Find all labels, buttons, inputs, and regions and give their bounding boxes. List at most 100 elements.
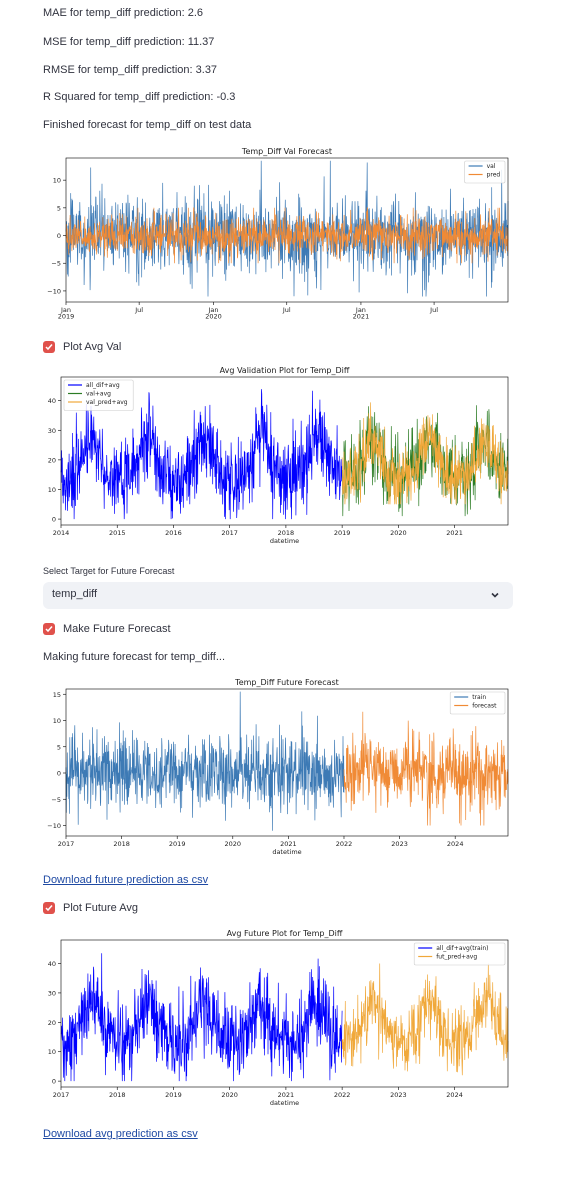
chart-title: Avg Validation Plot for Temp_Diff (220, 366, 350, 375)
plot-avg-val-checkbox[interactable]: Plot Avg Val (43, 340, 121, 354)
x-tick-label: Jan (355, 306, 366, 314)
y-tick-label: 30 (48, 427, 56, 435)
avg-validation-chart: Avg Validation Plot for Temp_Diff 0 10 20 30… (48, 366, 509, 545)
x-tick-label: Jan (207, 306, 218, 314)
y-tick-label: −10 (47, 287, 61, 295)
x-tick-label: 2023 (391, 840, 408, 848)
x-tick-label: 2017 (53, 1091, 70, 1099)
x-tick-label: 2016 (165, 529, 182, 537)
select-target-label: Select Target for Future Forecast (43, 566, 175, 576)
y-tick-label: −5 (51, 260, 61, 268)
legend-box (413, 942, 506, 966)
val-forecast-chart: Temp_Diff Val Forecast−10−50510Jan2019Ju… (47, 147, 509, 321)
x-axis-label: datetime (272, 848, 301, 856)
x-tick-label: 2017 (58, 840, 75, 848)
x-tick-label: 2023 (390, 1091, 407, 1099)
future-forecast-chart: Temp_Diff Future Forecast −10 −5 0 5 10 15 2017… (47, 678, 509, 856)
make-future-forecast-checkbox[interactable]: Make Future Forecast (43, 622, 171, 636)
x-tick-label: 2020 (225, 840, 242, 848)
target-select-value: temp_diff (52, 588, 98, 600)
legend-label: val (487, 163, 496, 170)
x-tick-label: Jul (134, 306, 143, 314)
checkbox-checked-icon (43, 341, 55, 353)
x-tick-label: 2019 (334, 529, 351, 537)
chart-title: Avg Future Plot for Temp_Diff (227, 929, 343, 938)
y-tick-label: 30 (48, 989, 56, 997)
legend-label: val+avg (86, 391, 111, 398)
x-tick-label: 2018 (113, 840, 130, 848)
download-future-link[interactable]: Download future prediction as csv (43, 874, 209, 886)
x-tick-label: 2019 (169, 840, 186, 848)
legend-label: all_dif+avg (86, 382, 120, 389)
y-tick-label: 10 (53, 177, 61, 185)
plot-frame (65, 688, 509, 837)
plot-frame (60, 939, 509, 1088)
y-tick-label: 5 (57, 204, 61, 212)
plot-avg-val-label: Plot Avg Val (63, 341, 122, 353)
x-tick-label: 2021 (280, 840, 297, 848)
y-tick-label: 0 (52, 1078, 56, 1086)
x-tick-label: 2024 (446, 1091, 463, 1099)
make-future-forecast-label: Make Future Forecast (63, 623, 171, 635)
x-tick-label: 2019 (58, 313, 75, 321)
x-tick-label: Jul (429, 306, 438, 314)
x-tick-label: 2020 (205, 313, 222, 321)
mae-text: MAE for temp_diff prediction: 2.6 (43, 7, 203, 19)
legend-box (63, 379, 134, 411)
legend-label: val_pred+avg (86, 399, 128, 406)
x-tick-label: 2017 (221, 529, 238, 537)
mse-text: MSE for temp_diff prediction: 11.37 (43, 36, 215, 48)
plot-future-avg-checkbox[interactable]: Plot Future Avg (43, 901, 138, 915)
y-tick-label: −10 (47, 822, 61, 830)
legend-label: forecast (472, 703, 497, 710)
series-line-all_dif+avg(train) (60, 953, 343, 1082)
x-tick-label: 2019 (165, 1091, 182, 1099)
y-tick-label: 5 (57, 743, 61, 751)
legend-label: fut_pred+avg (436, 954, 477, 961)
chart-title: Temp_Diff Val Forecast (241, 147, 332, 156)
x-tick-label: Jan (60, 306, 71, 314)
y-tick-label: 0 (52, 516, 56, 524)
series-line-train (65, 691, 345, 831)
target-select[interactable]: temp_diff (43, 582, 513, 609)
r2-text: R Squared for temp_diff prediction: -0.3 (43, 91, 236, 103)
y-tick-label: 40 (48, 397, 56, 405)
x-tick-label: 2021 (446, 529, 463, 537)
legend-label: train (472, 694, 486, 701)
download-avg-link[interactable]: Download avg prediction as csv (43, 1128, 198, 1140)
finished-text: Finished forecast for temp_diff on test … (43, 119, 252, 131)
series-line-pred (65, 207, 509, 264)
x-tick-label: 2015 (109, 529, 126, 537)
x-tick-label: 2022 (334, 1091, 351, 1099)
y-tick-label: 20 (48, 456, 56, 464)
y-tick-label: 10 (48, 1048, 56, 1056)
series-line-forecast (343, 711, 509, 826)
y-tick-label: 40 (48, 960, 56, 968)
y-tick-label: −5 (51, 796, 61, 804)
x-tick-label: 2018 (278, 529, 295, 537)
y-tick-label: 10 (48, 486, 56, 494)
plot-future-avg-label: Plot Future Avg (63, 902, 139, 914)
checkbox-checked-icon (43, 902, 55, 914)
y-tick-label: 10 (53, 717, 61, 725)
x-tick-label: Jul (282, 306, 291, 314)
x-tick-label: 2021 (353, 313, 370, 321)
x-axis-label: datetime (270, 1099, 299, 1107)
x-tick-label: 2020 (390, 529, 407, 537)
y-tick-label: 20 (48, 1019, 56, 1027)
x-tick-label: 2022 (336, 840, 353, 848)
x-tick-label: 2021 (278, 1091, 295, 1099)
chart-title: Temp_Diff Future Forecast (234, 678, 339, 687)
y-tick-label: 15 (53, 691, 61, 699)
y-tick-label: 0 (57, 232, 61, 240)
rmse-text: RMSE for temp_diff prediction: 3.37 (43, 64, 218, 76)
series-line-val_pred+avg (341, 402, 509, 505)
series-line-fut_pred+avg (341, 963, 509, 1076)
checkbox-checked-icon (43, 623, 55, 635)
x-tick-label: 2020 (221, 1091, 238, 1099)
plot-frame (60, 376, 509, 526)
x-axis-label: datetime (270, 537, 299, 545)
y-tick-label: 0 (57, 770, 61, 778)
x-tick-label: 2018 (109, 1091, 126, 1099)
legend-label: all_dif+avg(train) (436, 945, 488, 952)
